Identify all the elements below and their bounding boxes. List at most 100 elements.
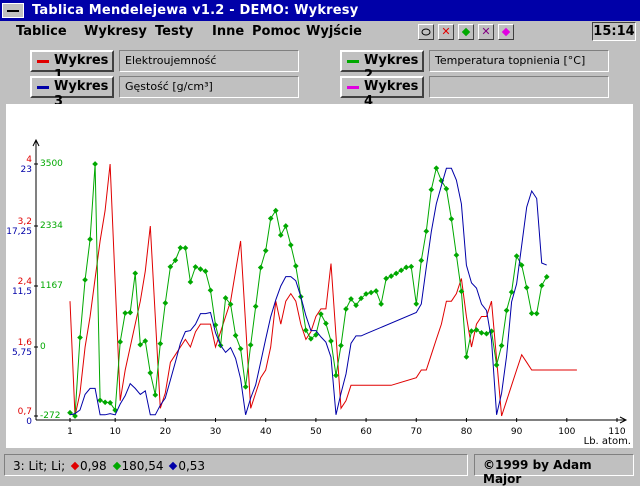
data-point [197,266,204,272]
data-point [102,399,108,406]
menu-inne[interactable]: Inne [212,24,245,39]
data-point [443,186,450,192]
data-point [172,257,179,264]
data-point [368,289,374,296]
menu-testy[interactable]: Testy [155,24,194,39]
data-point [468,328,475,334]
data-point [348,296,354,302]
data-point [262,247,269,254]
data-point [142,338,149,344]
series-1-label: Wykres 1 [54,53,109,83]
data-point [87,236,93,243]
data-point [287,242,294,248]
y-tick-label: 5,75 [12,348,32,358]
data-point [388,273,395,279]
data-point [227,301,234,308]
menu-wyjscie[interactable]: Wyjście [306,24,362,39]
data-point [192,264,199,270]
data-point [132,270,139,277]
x-tick-label: 60 [360,427,372,437]
series-3-button[interactable]: Wykres 3 [30,76,114,109]
x-tick-label: 80 [461,427,473,437]
x-tick-label: 110 [608,427,625,437]
series-1-button[interactable]: Wykres 1 [30,50,114,83]
data-point [152,392,159,398]
blue-diamond-icon [169,461,178,471]
series-2-button[interactable]: Wykres 2 [340,50,424,83]
data-point [303,327,309,334]
data-point [393,270,400,277]
data-point [167,263,174,270]
x-tick-label: 100 [558,427,575,437]
x-axis-arrow [619,416,628,424]
y-tick-label: 0 [26,417,32,427]
status-bar: 3: Lit; Li; 0,98 180,54 0,53 ©1999 by Ad… [0,450,640,486]
series-3-label: Wykres 3 [54,79,109,109]
series-4-field[interactable] [429,76,609,98]
data-point [363,291,369,297]
data-point [513,253,520,259]
data-point [272,207,279,214]
system-menu-button[interactable] [2,3,24,18]
green-diamond-icon [112,461,121,471]
chart-area: 1 10 20 30 40 50 60 70 80 90 100 110 Lb. atom. 0,7 1,6… [6,104,633,448]
data-point [127,309,134,316]
data-point [458,288,465,295]
green-dot-icon[interactable] [458,24,474,40]
y-tick-label: 1167 [40,281,63,291]
data-point [378,301,384,307]
series-panel: Wykres 1 Elektroujemność Wykres 3 Gęstoś… [0,44,640,109]
data-point [483,330,490,337]
menu-bar: Tablice Wykresy Testy Inne Pomoc Wyjście… [0,21,640,43]
menu-tablice[interactable]: Tablice [16,24,67,39]
menu-pomoc[interactable]: Pomoc [252,24,301,39]
data-point [282,223,289,229]
y-tick-label: -272 [40,411,60,421]
data-point [433,165,440,171]
close-red-icon[interactable]: ✕ [438,24,454,40]
series-3-field[interactable]: Gęstość [g/cm³] [119,76,299,98]
data-point [413,301,420,307]
data-point [343,306,349,312]
series-line-3 [69,167,547,416]
circle-icon[interactable] [418,24,434,40]
data-point [207,287,214,294]
data-point [333,372,339,379]
data-point [177,244,184,251]
close-purple-icon[interactable]: ✕ [478,24,494,40]
data-point [257,264,264,271]
data-point [82,277,88,283]
x-tick-label: 30 [210,427,222,437]
data-point [77,334,83,341]
data-point [72,413,78,419]
data-point [463,354,470,360]
magenta-dot-icon[interactable] [498,24,514,40]
series-4-label: Wykres 4 [364,79,419,109]
data-point [313,332,319,338]
y-tick-label: 2334 [40,221,63,231]
data-point [117,339,124,345]
series-1-swatch [37,60,49,63]
x-tick-label: 40 [260,427,272,437]
data-point [182,245,189,251]
x-tick-label: 1 [67,427,73,437]
data-point [493,362,500,368]
data-point [292,263,299,269]
data-point [107,399,113,406]
data-point [92,161,98,167]
data-point [528,310,535,317]
data-point [232,332,239,339]
series-1-field[interactable]: Elektroujemność [119,50,299,72]
menu-wykresy[interactable]: Wykresy [84,24,147,39]
data-point [358,295,364,302]
series-4-button[interactable]: Wykres 4 [340,76,424,109]
x-tick-label: 20 [160,427,172,437]
data-point [503,307,510,314]
data-point [277,232,284,238]
data-point [423,228,430,235]
window-title: Tablica Mendelejewa v1.2 - DEMO: Wykresy [32,3,359,18]
data-point [237,345,244,352]
x-tick-label: 70 [411,427,423,437]
data-point [247,342,254,348]
series-2-field[interactable]: Temperatura topnienia [°C] [429,50,609,72]
